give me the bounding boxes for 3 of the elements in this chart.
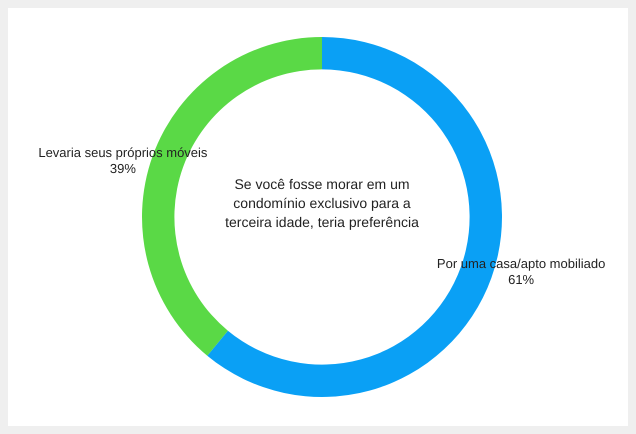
text: Se você fosse morar em um condomínio exclusivo para a terceira idade, teria preferência [224,175,420,232]
data-label: 61% [508,272,535,288]
data-label: 39% [110,161,136,176]
